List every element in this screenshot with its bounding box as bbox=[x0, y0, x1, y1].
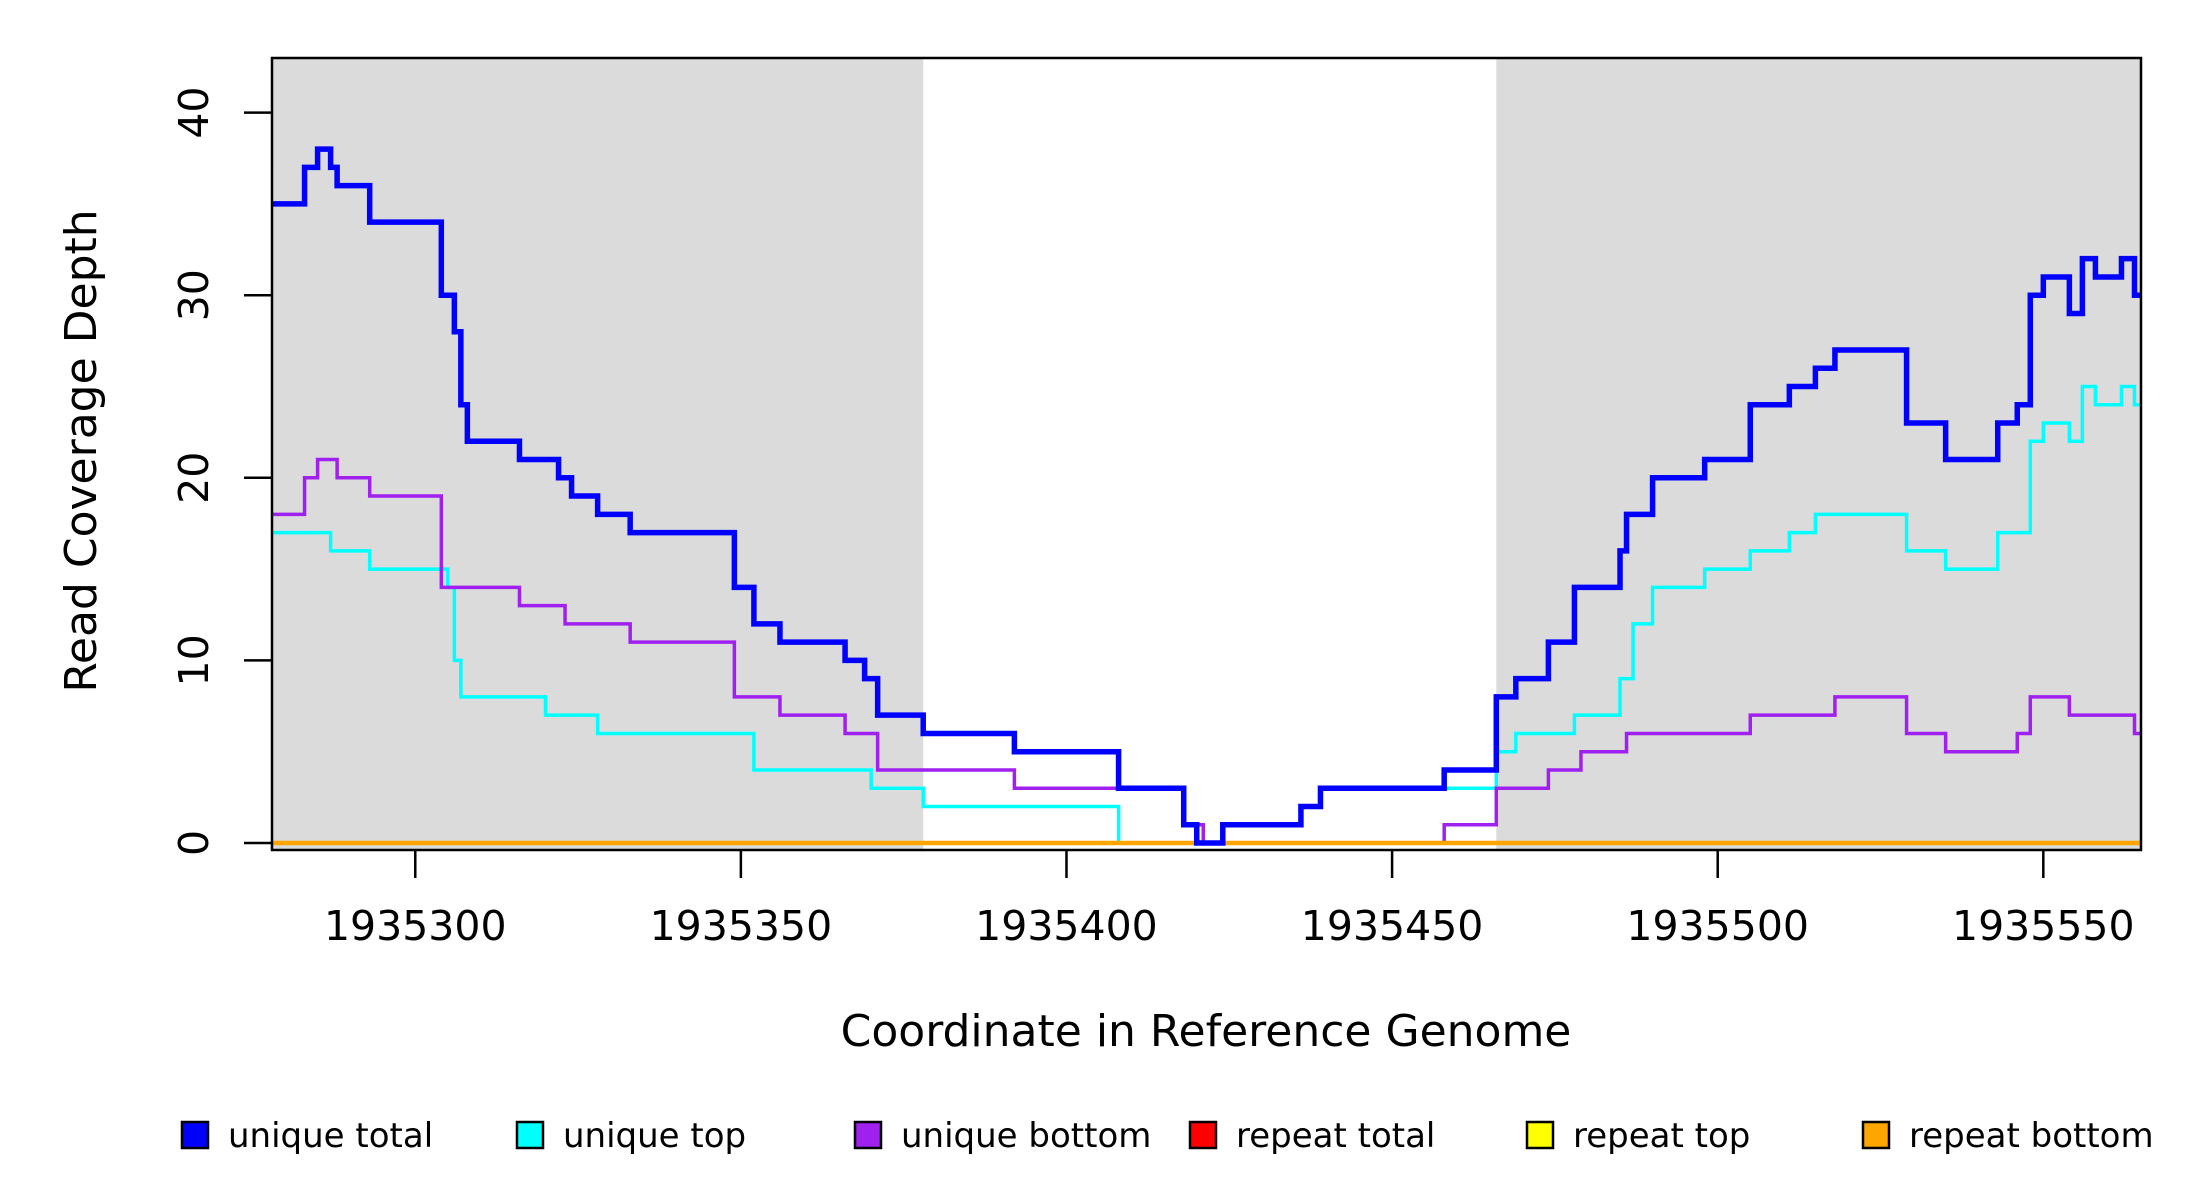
x-tick-label: 1935500 bbox=[1626, 902, 1809, 950]
x-tick-label: 1935400 bbox=[975, 902, 1158, 950]
y-tick-label: 20 bbox=[170, 452, 218, 504]
legend-item-repeat-top: repeat top bbox=[1525, 1116, 1750, 1156]
x-tick-label: 1935550 bbox=[1952, 902, 2135, 950]
y-tick-label: 10 bbox=[170, 634, 218, 686]
shaded-region-bands bbox=[272, 58, 2141, 850]
legend-swatch bbox=[180, 1120, 210, 1150]
y-axis-title: Read Coverage Depth bbox=[56, 209, 107, 692]
legend-swatch bbox=[1188, 1120, 1218, 1150]
x-tick-label: 1935300 bbox=[324, 902, 507, 950]
x-tick-label: 1935350 bbox=[650, 902, 833, 950]
legend-item-unique-bottom: unique bottom bbox=[853, 1116, 1151, 1156]
legend: unique total unique top unique bottom repea… bbox=[180, 1116, 2154, 1156]
x-axis-title: Coordinate in Reference Genome bbox=[841, 1006, 1572, 1057]
y-axis-ticks: 0 10 20 30 40 bbox=[170, 87, 272, 856]
y-tick-label: 30 bbox=[170, 269, 218, 321]
legend-label: unique top bbox=[563, 1116, 746, 1156]
legend-label: repeat top bbox=[1573, 1116, 1750, 1156]
legend-item-repeat-total: repeat total bbox=[1188, 1116, 1435, 1156]
legend-label: repeat total bbox=[1236, 1116, 1435, 1156]
legend-label: unique bottom bbox=[901, 1116, 1151, 1156]
series-line-unique-total bbox=[272, 146, 2141, 846]
y-tick-label: 40 bbox=[170, 87, 218, 139]
legend-item-unique-total: unique total bbox=[180, 1116, 433, 1156]
y-tick-label: 0 bbox=[170, 830, 218, 856]
plot-border-box bbox=[270, 56, 2143, 852]
legend-swatch bbox=[1861, 1120, 1891, 1150]
legend-swatch bbox=[515, 1120, 545, 1150]
legend-item-repeat-bottom: repeat bottom bbox=[1861, 1116, 2154, 1156]
series-lines bbox=[272, 146, 2141, 846]
x-axis-ticks: 1935300 1935350 1935400 1935450 1935500 19355… bbox=[324, 850, 2135, 950]
x-tick-label: 1935450 bbox=[1301, 902, 1484, 950]
legend-label: repeat bottom bbox=[1909, 1116, 2154, 1156]
legend-swatch bbox=[853, 1120, 883, 1150]
masked-region-band-2 bbox=[1496, 58, 2141, 850]
legend-swatch bbox=[1525, 1120, 1555, 1150]
series-line-unique-top bbox=[272, 384, 2141, 845]
legend-item-unique-top: unique top bbox=[515, 1116, 746, 1156]
legend-label: unique total bbox=[228, 1116, 433, 1156]
